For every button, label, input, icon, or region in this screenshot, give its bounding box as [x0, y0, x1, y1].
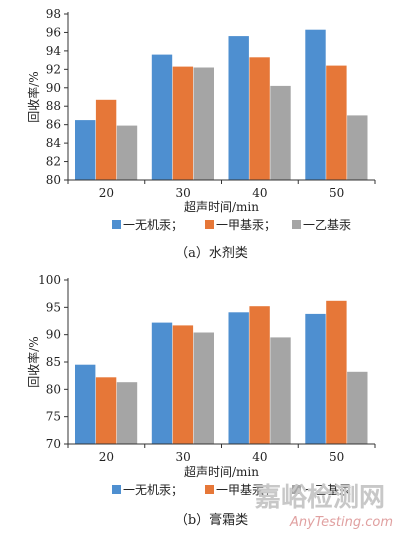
legend-swatch-3 [292, 485, 301, 494]
bar-30-series-1 [151, 322, 173, 444]
x-tick-label-50: 50 [329, 450, 344, 464]
x-axis-title: 超声时间/min [184, 464, 259, 479]
y-tick-label: 95 [46, 300, 61, 314]
bar-50-series-3 [347, 371, 368, 444]
y-tick-label: 70 [46, 437, 61, 451]
legend-label-1: 一无机汞； [123, 483, 183, 497]
bar-20-series-1 [75, 120, 96, 180]
bar-20-series-3 [116, 125, 138, 180]
legend-swatch-2 [205, 220, 214, 229]
bar-50-series-2 [326, 65, 347, 180]
y-tick-label: 92 [46, 62, 61, 76]
y-tick-label: 80 [46, 382, 61, 396]
y-tick-label: 94 [46, 44, 62, 58]
legend-label-2: 一甲基汞； [216, 483, 276, 497]
bar-50-series-2 [326, 300, 347, 444]
bar-20-series-3 [116, 382, 138, 444]
legend-swatch-1 [112, 485, 121, 494]
y-tick-label: 85 [46, 355, 61, 369]
bar-30-series-3 [193, 332, 214, 444]
y-tick-label: 75 [46, 410, 61, 424]
watermark: 嘉峪检测网 AnyTesting.com [255, 482, 393, 530]
x-axis-title: 超声时间/min [184, 199, 259, 214]
legend-swatch-1 [112, 220, 121, 229]
y-axis-title: 回收率/% [26, 336, 41, 387]
chart-water-agents: 80 82 84 86 88 90 92 94 96 98 20 30 40 50 超声时间/min 回收率/… [26, 7, 376, 261]
x-tick-label-20: 20 [99, 186, 114, 200]
bar-40-series-3 [270, 85, 291, 180]
chart-caption: （b）膏霜类 [175, 512, 248, 528]
y-axis-title: 回收率/% [26, 71, 41, 122]
y-tick-label: 100 [38, 273, 61, 287]
legend-label-1: 一无机汞； [123, 218, 183, 232]
y-tick-label: 98 [46, 7, 61, 21]
bar-20-series-1 [75, 364, 96, 444]
bar-50-series-3 [347, 115, 368, 180]
y-tick-label: 80 [46, 173, 61, 187]
legend-label-2: 一甲基汞； [216, 218, 276, 232]
legend-label-3: 一乙基汞 [303, 218, 351, 232]
bar-20-series-2 [95, 99, 117, 180]
x-tick-label-20: 20 [99, 450, 114, 464]
bar-40-series-1 [228, 312, 249, 444]
y-tick-label: 96 [46, 25, 61, 39]
legend-swatch-2 [205, 485, 214, 494]
bar-20-series-2 [95, 377, 117, 444]
bar-40-series-1 [228, 36, 249, 180]
y-tick-label: 88 [46, 99, 61, 113]
bar-30-series-2 [172, 325, 194, 444]
bar-30-series-1 [151, 54, 173, 180]
legend-label-3: 一乙基汞 [303, 483, 351, 497]
legend-swatch-3 [292, 220, 301, 229]
y-tick-label: 90 [46, 81, 61, 95]
y-tick-label: 84 [46, 136, 62, 150]
bar-50-series-1 [305, 29, 326, 181]
x-tick-label-40: 40 [252, 450, 267, 464]
chart-caption: （a）水剂类 [175, 246, 248, 261]
x-tick-label-30: 30 [175, 186, 190, 200]
y-tick-label: 86 [46, 118, 61, 132]
y-tick-label: 82 [46, 155, 61, 169]
watermark-url: AnyTesting.com [289, 515, 393, 530]
bar-40-series-2 [249, 306, 270, 444]
x-tick-label-40: 40 [252, 186, 267, 200]
x-tick-label-50: 50 [329, 186, 344, 200]
y-tick-label: 90 [46, 328, 61, 342]
bar-50-series-1 [305, 313, 326, 444]
chart-cream-agents: 70 75 80 85 90 95 100 20 30 40 50 超声时间/min 回收率/% 一无机汞… [26, 273, 376, 528]
bar-30-series-2 [172, 66, 194, 180]
bar-30-series-3 [193, 67, 214, 180]
bar-40-series-3 [270, 337, 291, 444]
x-tick-label-30: 30 [175, 450, 190, 464]
bar-40-series-2 [249, 57, 270, 180]
watermark-text: 嘉峪检测网 [255, 482, 385, 513]
